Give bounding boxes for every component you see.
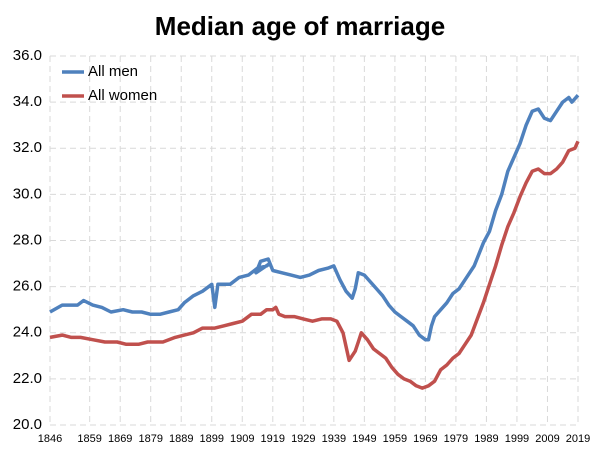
y-tick-label: 26.0: [13, 278, 42, 295]
x-tick-label: 1919: [261, 433, 285, 445]
x-tick-label: 2019: [566, 433, 590, 445]
x-tick-label: 1999: [505, 433, 529, 445]
y-tick-label: 28.0: [13, 231, 42, 248]
y-tick-label: 24.0: [13, 324, 42, 341]
x-tick-label: 1939: [322, 433, 346, 445]
y-tick-label: 30.0: [13, 185, 42, 202]
x-tick-label: 1899: [200, 433, 224, 445]
x-tick-label: 1889: [169, 433, 193, 445]
x-tick-label: 1869: [108, 433, 132, 445]
chart-title: Median age of marriage: [155, 11, 445, 41]
x-tick-label: 1969: [413, 433, 437, 445]
series-line: [49, 94, 580, 342]
legend-label: All men: [88, 63, 138, 80]
legend-label: All women: [88, 87, 157, 104]
x-tick-label: 1959: [383, 433, 407, 445]
x-tick-label: 1879: [138, 433, 162, 445]
x-tick-label: 1989: [474, 433, 498, 445]
x-tick-label: 1929: [291, 433, 315, 445]
y-tick-label: 32.0: [13, 139, 42, 156]
x-tick-label: 2009: [535, 433, 559, 445]
x-tick-label: 1949: [352, 433, 376, 445]
x-tick-label: 1979: [444, 433, 468, 445]
x-tick-label: 1846: [38, 433, 62, 445]
y-tick-label: 34.0: [13, 93, 42, 110]
x-tick-label: 1909: [230, 433, 254, 445]
series-line: [49, 140, 580, 390]
y-tick-label: 22.0: [13, 370, 42, 387]
y-tick-label: 20.0: [13, 416, 42, 433]
y-tick-label: 36.0: [13, 47, 42, 64]
x-tick-label: 1859: [77, 433, 101, 445]
